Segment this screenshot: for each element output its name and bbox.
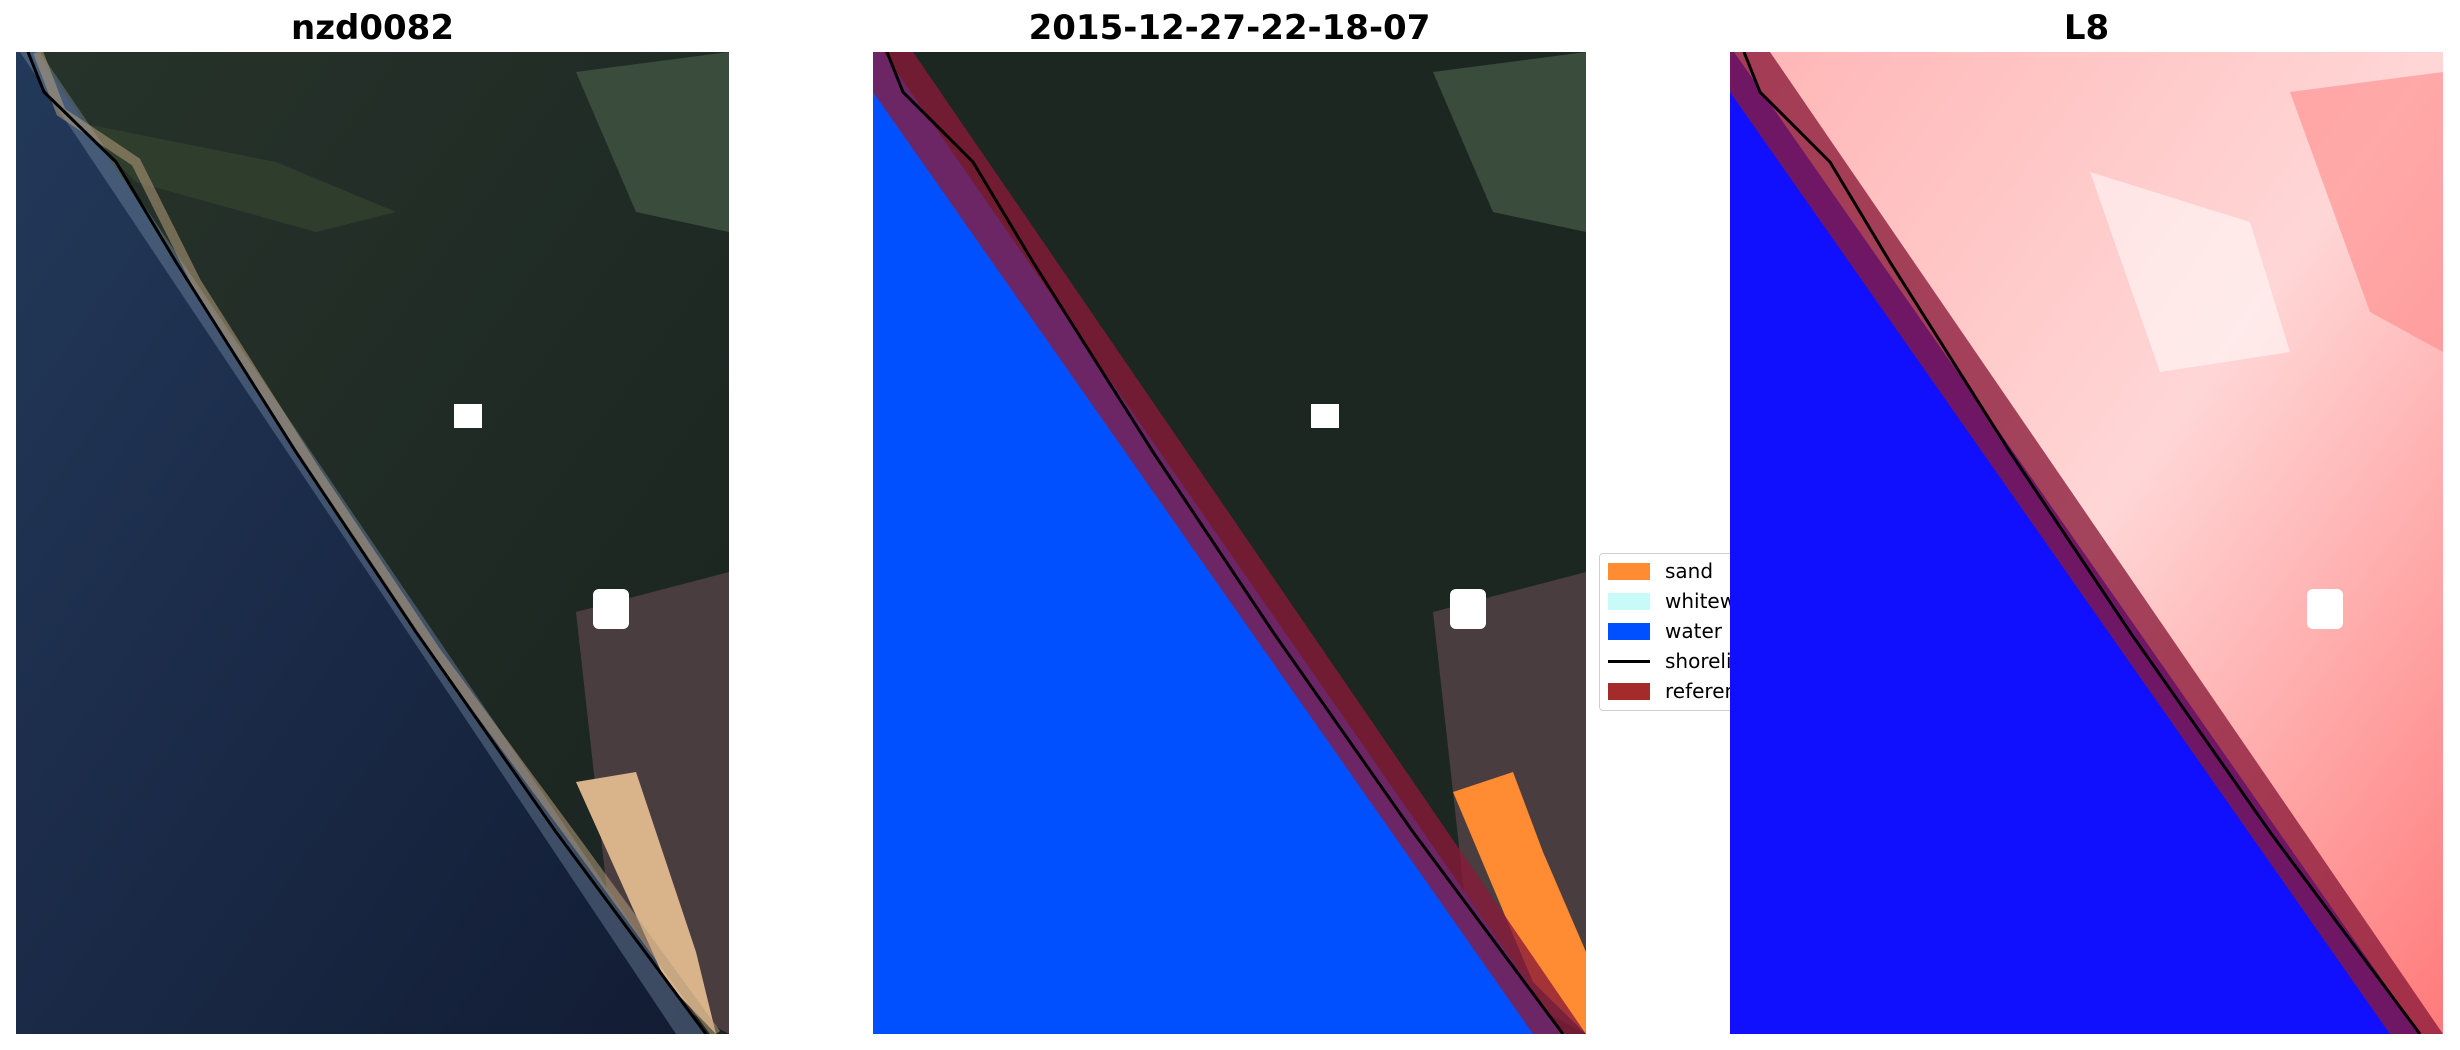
cloud-mask [1311, 404, 1339, 428]
cloud-mask [1450, 589, 1486, 629]
shoreline-line [885, 52, 1565, 1034]
cloud-mask [593, 589, 629, 629]
shoreline-line [26, 52, 708, 1034]
whitewater-swatch [1608, 592, 1650, 610]
index-image-panel [1730, 52, 2443, 1034]
panel-title-middle: 2015-12-27-22-18-07 [1028, 8, 1431, 48]
legend-item-water: water [1608, 618, 1722, 644]
forest-patch [576, 52, 729, 232]
panel-title-left: nzd0082 [291, 8, 454, 48]
shoreline-line [1742, 52, 2422, 1034]
rgb-image-panel [16, 52, 729, 1034]
panel-title-right: L8 [2063, 8, 2110, 48]
shoreline-swatch [1608, 659, 1650, 663]
sand-class [1453, 772, 1586, 1034]
reference-shoreline-swatch [1608, 682, 1650, 700]
legend: sand whitewater water shoreline referenc… [1599, 553, 1858, 711]
classified-image-panel [873, 52, 1586, 1034]
reference-shoreline-band [1730, 52, 2443, 1034]
water-swatch [1608, 622, 1650, 640]
index-image [1730, 52, 2443, 1034]
dune-sand [576, 772, 716, 1034]
reference-shoreline-band [873, 52, 1586, 1034]
grass-patch [76, 122, 396, 232]
cloud-mask [2307, 589, 2343, 629]
cloud-mask [454, 404, 482, 428]
rgb-image [16, 52, 729, 1034]
classified-image [873, 52, 1586, 1034]
forest-patch [1433, 52, 1586, 232]
land-index-patch [2290, 72, 2443, 352]
legend-label: sand [1665, 559, 1714, 583]
sand-swatch [1608, 562, 1650, 580]
land-index-patch [2090, 172, 2290, 372]
legend-label: water [1665, 619, 1722, 643]
legend-item-sand: sand [1608, 558, 1713, 584]
